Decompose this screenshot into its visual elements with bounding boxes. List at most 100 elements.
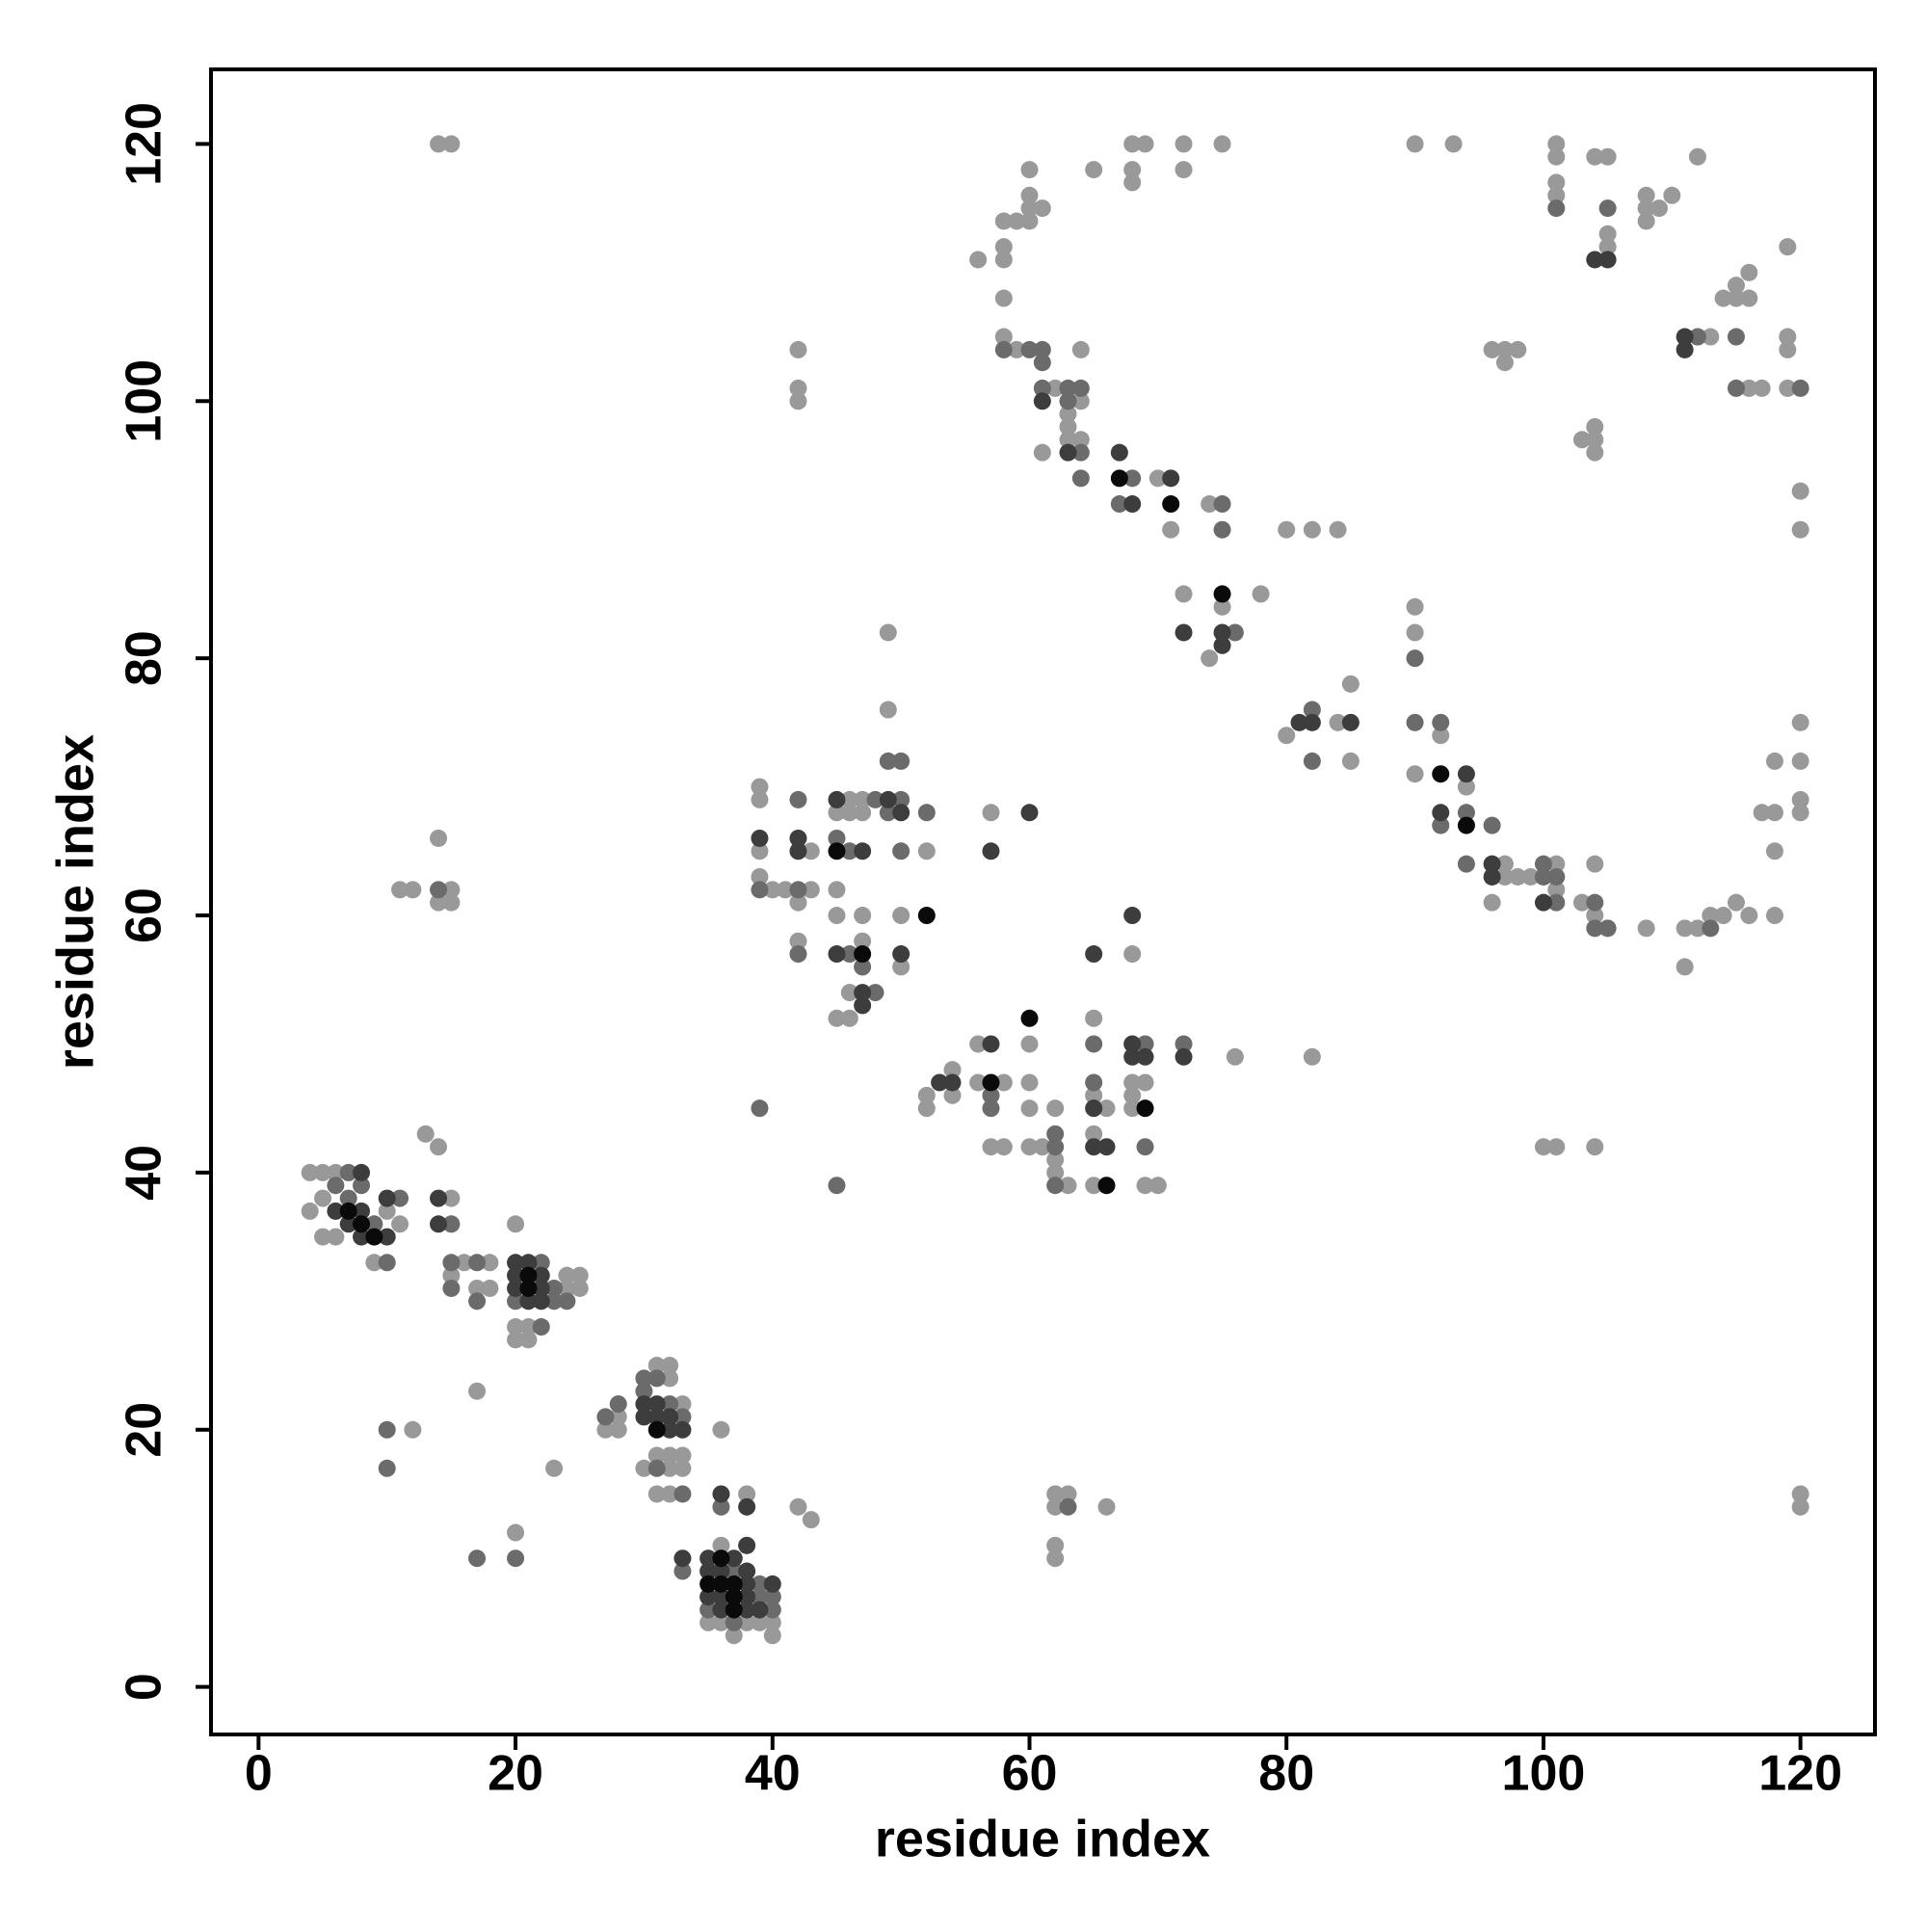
- x-tick-label: 20: [488, 1746, 543, 1802]
- y-axis-label: residue index: [46, 734, 104, 1070]
- point: [763, 1588, 781, 1606]
- point: [1059, 1177, 1077, 1195]
- point: [892, 842, 911, 860]
- x-tick-label: 120: [1758, 1746, 1842, 1802]
- point: [840, 790, 858, 808]
- point: [661, 1408, 679, 1426]
- point: [1495, 340, 1514, 358]
- point: [1406, 713, 1424, 731]
- point: [751, 842, 769, 860]
- point: [545, 1459, 564, 1477]
- point: [751, 778, 769, 796]
- point: [314, 1189, 332, 1207]
- point: [1085, 1035, 1103, 1053]
- point: [442, 1254, 461, 1272]
- point: [430, 1215, 448, 1233]
- point: [789, 945, 807, 964]
- point: [943, 1061, 962, 1079]
- point: [1714, 907, 1732, 925]
- point: [661, 1357, 679, 1375]
- point: [994, 289, 1013, 307]
- point: [558, 1292, 576, 1310]
- point: [339, 1215, 357, 1233]
- point: [1483, 867, 1501, 886]
- point: [1765, 804, 1783, 822]
- point: [1483, 340, 1501, 358]
- point: [1136, 1073, 1154, 1092]
- point: [1123, 907, 1142, 925]
- point: [700, 1562, 718, 1580]
- point: [314, 1163, 332, 1181]
- point: [1586, 431, 1604, 449]
- point: [1598, 238, 1617, 256]
- point: [1175, 585, 1193, 603]
- point: [1123, 495, 1142, 514]
- point: [481, 1279, 499, 1297]
- point: [828, 829, 846, 847]
- point: [378, 1228, 396, 1246]
- point: [700, 1588, 718, 1606]
- point: [661, 1395, 679, 1414]
- point: [1085, 945, 1103, 964]
- point: [1085, 1009, 1103, 1027]
- point: [802, 842, 820, 860]
- point: [789, 932, 807, 950]
- point: [828, 907, 846, 925]
- point: [1046, 1549, 1065, 1568]
- point: [763, 881, 781, 899]
- point: [1432, 816, 1450, 834]
- point: [301, 1163, 319, 1181]
- point: [635, 1369, 653, 1388]
- point: [1329, 713, 1347, 731]
- point: [700, 1549, 718, 1568]
- point: [1688, 919, 1706, 938]
- point: [1791, 1485, 1809, 1503]
- point: [917, 1099, 936, 1118]
- point: [327, 1177, 345, 1195]
- point: [1534, 893, 1552, 912]
- point: [892, 907, 911, 925]
- point: [1457, 765, 1475, 783]
- point: [353, 1215, 371, 1233]
- point: [1432, 713, 1450, 731]
- point: [1791, 520, 1809, 539]
- point: [789, 379, 807, 397]
- point: [353, 1163, 371, 1181]
- point: [1085, 1125, 1103, 1143]
- point: [1457, 778, 1475, 796]
- point: [1702, 328, 1720, 346]
- point: [712, 1613, 730, 1631]
- point: [1650, 199, 1668, 218]
- point: [1444, 135, 1463, 153]
- x-tick-label: 100: [1502, 1746, 1586, 1802]
- point: [1201, 649, 1219, 668]
- point: [751, 1601, 769, 1619]
- point: [1071, 469, 1090, 488]
- point: [828, 1177, 846, 1195]
- point: [1676, 919, 1694, 938]
- point: [1688, 147, 1706, 166]
- point: [1586, 919, 1604, 938]
- point: [532, 1266, 550, 1284]
- point: [1033, 1138, 1051, 1156]
- point: [1123, 945, 1142, 964]
- point: [519, 1266, 538, 1284]
- point: [507, 1549, 525, 1568]
- point: [1059, 443, 1077, 462]
- point: [507, 1215, 525, 1233]
- point: [751, 829, 769, 847]
- point: [1097, 1099, 1116, 1118]
- point: [1046, 1099, 1065, 1118]
- point: [378, 1254, 396, 1272]
- point: [751, 1099, 769, 1118]
- y-tick-label: 60: [117, 887, 172, 943]
- point: [430, 135, 448, 153]
- point: [661, 1369, 679, 1388]
- point: [982, 842, 1000, 860]
- point: [1727, 893, 1745, 912]
- point: [828, 790, 846, 808]
- point: [507, 1523, 525, 1542]
- point: [751, 790, 769, 808]
- point: [378, 1459, 396, 1477]
- point: [1637, 186, 1655, 204]
